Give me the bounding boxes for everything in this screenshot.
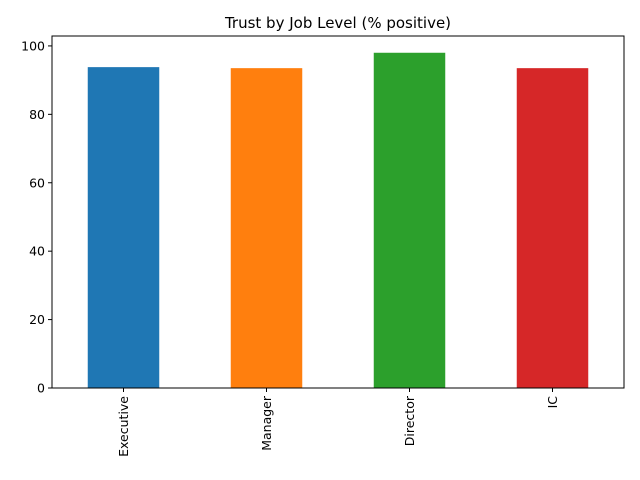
x-tick-label: Manager: [259, 395, 274, 451]
chart-title: Trust by Job Level (% positive): [224, 14, 451, 32]
y-tick-label: 60: [29, 175, 45, 190]
plot-frame: [51, 35, 625, 389]
x-tick-label: IC: [545, 396, 560, 409]
bar-director: [373, 52, 446, 389]
y-tick-label: 0: [37, 381, 45, 396]
y-tick-label: 100: [21, 38, 45, 53]
x-axis: Executive Manager Director IC: [116, 388, 560, 457]
bar-ic: [516, 68, 589, 388]
x-tick-label: Director: [402, 395, 417, 446]
y-axis: 0 20 40 60 80 100: [21, 38, 52, 396]
bar-manager: [230, 68, 303, 388]
y-tick-label: 40: [29, 244, 45, 259]
y-tick-label: 20: [29, 312, 45, 327]
bars-layer: [87, 52, 589, 389]
x-tick-label: Executive: [116, 396, 131, 457]
bar-executive: [87, 67, 160, 389]
y-tick-label: 80: [29, 107, 45, 122]
